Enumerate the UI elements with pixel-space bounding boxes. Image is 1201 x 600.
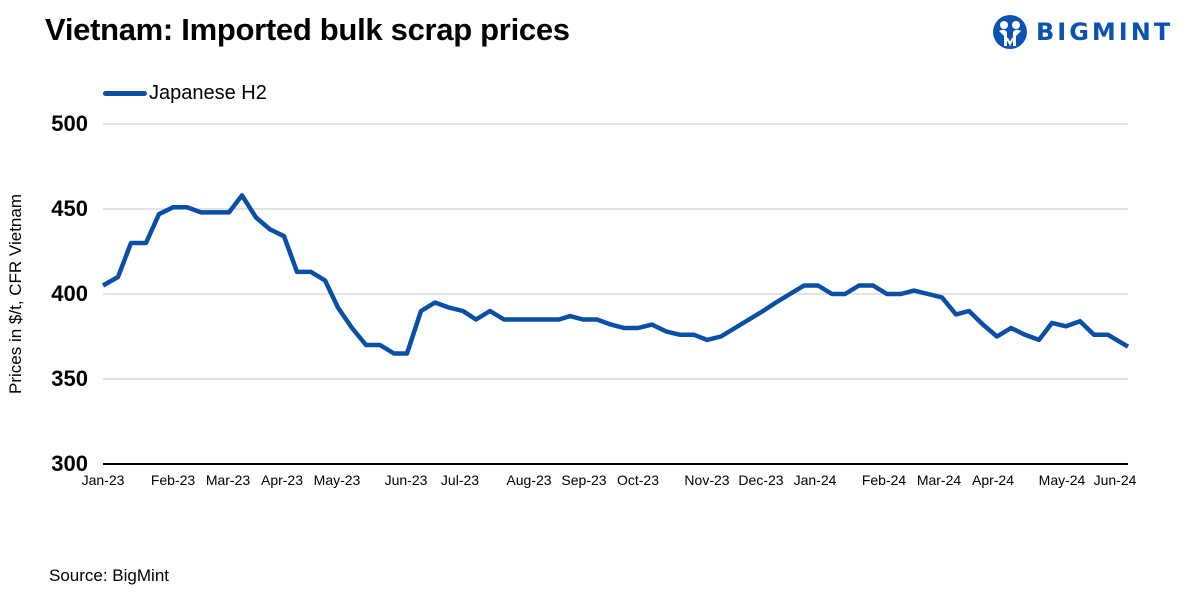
x-tick-label: May-23 [313,472,361,488]
x-tick-label: Oct-23 [616,472,660,488]
x-tick-label: Jul-23 [440,472,480,488]
y-tick-label: 500 [51,111,88,136]
y-tick-label: 450 [51,196,88,221]
x-tick-label: Nov-23 [684,472,730,488]
x-tick-label: Jan-23 [81,472,125,488]
legend-swatch-japanese-h2 [103,91,147,96]
x-tick-label: Mar-24 [916,472,962,488]
bigmint-people-icon [993,15,1027,49]
x-tick-label: Jan-24 [793,472,837,488]
x-tick-label: Aug-23 [506,472,552,488]
x-tick-label: Apr-23 [260,472,304,488]
y-tick-label: 400 [51,281,88,306]
chart-title: Vietnam: Imported bulk scrap prices [45,12,570,47]
x-tick-label: Feb-24 [861,472,907,488]
x-tick-label: Mar-23 [205,472,251,488]
bigmint-logo: BIGMINT [992,14,1173,50]
source-note: Source: BigMint [49,566,169,585]
series-line-japanese-h2 [101,193,1130,356]
y-tick-label: 300 [51,451,88,476]
chart-legend: Japanese H2 [103,82,267,105]
legend-label: Japanese H2 [149,82,267,104]
logo-wordmark: BIGMINT [1036,18,1174,46]
x-tick-label: May-24 [1038,472,1086,488]
x-tick-label: Jun-23 [384,472,428,488]
y-tick-label: 350 [51,366,88,391]
x-tick-label: Sep-23 [561,472,607,488]
x-tick-label: Jun-24 [1093,472,1137,488]
x-tick-label: Apr-24 [971,472,1015,488]
x-tick-label: Feb-23 [150,472,196,488]
x-tick-label: Dec-23 [738,472,784,488]
